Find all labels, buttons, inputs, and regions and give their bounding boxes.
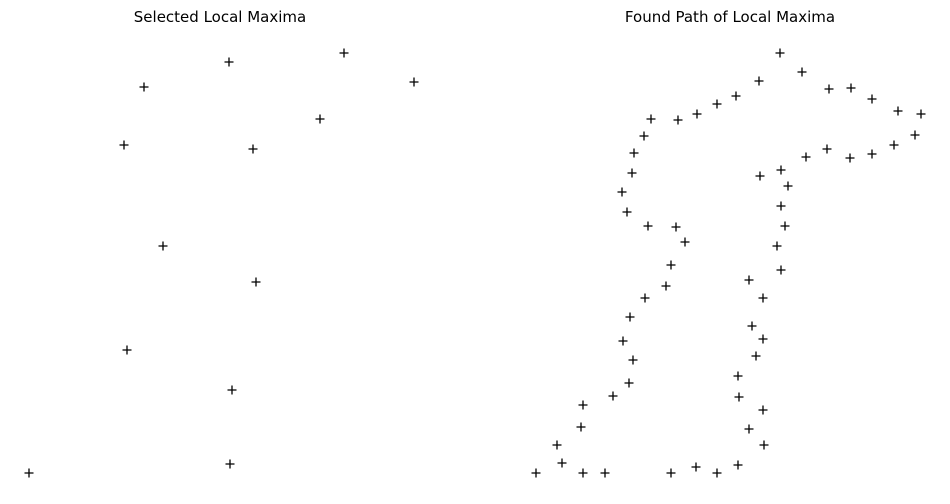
path-maxima-point-27: [622, 207, 632, 217]
path-maxima-point-49: [578, 400, 588, 410]
path-maxima-point-18: [801, 152, 811, 162]
path-maxima-point-43: [751, 351, 761, 361]
path-maxima-point-21: [627, 168, 637, 178]
path-maxima-point-32: [772, 241, 782, 251]
path-maxima-point-20: [867, 149, 877, 159]
path-maxima-point-62: [733, 460, 743, 470]
right-panel-markers: [531, 48, 926, 478]
path-maxima-point-19: [845, 153, 855, 163]
path-maxima-point-4: [846, 83, 856, 93]
path-maxima-point-15: [889, 140, 899, 150]
path-maxima-point-11: [893, 106, 903, 116]
path-maxima-point-39: [625, 312, 635, 322]
path-maxima-point-53: [552, 440, 562, 450]
path-maxima-point-28: [643, 221, 653, 231]
path-maxima-point-38: [758, 293, 768, 303]
selected-maxima-point-4: [409, 77, 419, 87]
left-chart-title: Selected Local Maxima: [133, 8, 307, 26]
path-maxima-point-2: [754, 76, 764, 86]
path-maxima-point-37: [640, 293, 650, 303]
path-maxima-point-26: [776, 201, 786, 211]
selected-maxima-point-12: [225, 459, 235, 469]
path-maxima-point-46: [624, 378, 634, 388]
selected-maxima-point-3: [339, 48, 349, 58]
path-maxima-point-41: [758, 334, 768, 344]
path-maxima-point-1: [797, 67, 807, 77]
path-maxima-point-59: [666, 468, 676, 478]
path-maxima-point-25: [617, 187, 627, 197]
path-maxima-point-56: [531, 468, 541, 478]
path-maxima-point-48: [734, 392, 744, 402]
path-maxima-point-52: [744, 424, 754, 434]
path-maxima-point-30: [780, 221, 790, 231]
selected-maxima-point-6: [119, 140, 129, 150]
path-maxima-point-36: [661, 281, 671, 291]
path-maxima-point-29: [671, 222, 681, 232]
path-maxima-point-44: [628, 355, 638, 365]
path-maxima-point-7: [712, 99, 722, 109]
right-chart-title: Found Path of Local Maxima: [624, 8, 836, 26]
path-maxima-point-5: [731, 91, 741, 101]
path-maxima-point-33: [666, 260, 676, 270]
selected-maxima-point-1: [139, 82, 149, 92]
selected-maxima-point-0: [24, 468, 34, 478]
path-maxima-point-55: [557, 458, 567, 468]
selected-maxima-point-7: [248, 144, 258, 154]
selected-maxima-point-10: [122, 345, 132, 355]
path-maxima-point-12: [916, 109, 926, 119]
selected-maxima-point-9: [251, 277, 261, 287]
path-maxima-point-6: [867, 94, 877, 104]
path-maxima-point-40: [747, 321, 757, 331]
path-maxima-point-9: [673, 115, 683, 125]
path-maxima-point-50: [758, 405, 768, 415]
path-maxima-point-60: [691, 462, 701, 472]
path-maxima-point-13: [910, 130, 920, 140]
path-maxima-point-42: [618, 336, 628, 346]
selected-maxima-point-11: [227, 385, 237, 395]
path-maxima-point-34: [776, 265, 786, 275]
selected-maxima-point-8: [158, 241, 168, 251]
path-maxima-point-35: [744, 275, 754, 285]
path-maxima-point-58: [600, 468, 610, 478]
left-panel-markers: [24, 48, 419, 478]
path-maxima-point-31: [680, 237, 690, 247]
path-maxima-point-0: [775, 48, 785, 58]
path-maxima-point-24: [783, 181, 793, 191]
path-maxima-point-17: [629, 148, 639, 158]
path-maxima-point-45: [733, 371, 743, 381]
path-maxima-point-3: [824, 84, 834, 94]
selected-maxima-point-2: [224, 57, 234, 67]
path-maxima-point-23: [755, 171, 765, 181]
path-maxima-point-14: [639, 131, 649, 141]
path-maxima-point-16: [822, 144, 832, 154]
path-maxima-point-8: [692, 109, 702, 119]
path-maxima-point-54: [759, 440, 769, 450]
path-maxima-point-47: [608, 391, 618, 401]
path-maxima-point-51: [576, 422, 586, 432]
path-maxima-point-61: [712, 468, 722, 478]
selected-maxima-point-5: [315, 114, 325, 124]
path-maxima-point-57: [578, 468, 588, 478]
path-maxima-point-22: [776, 165, 786, 175]
path-maxima-point-10: [646, 114, 656, 124]
